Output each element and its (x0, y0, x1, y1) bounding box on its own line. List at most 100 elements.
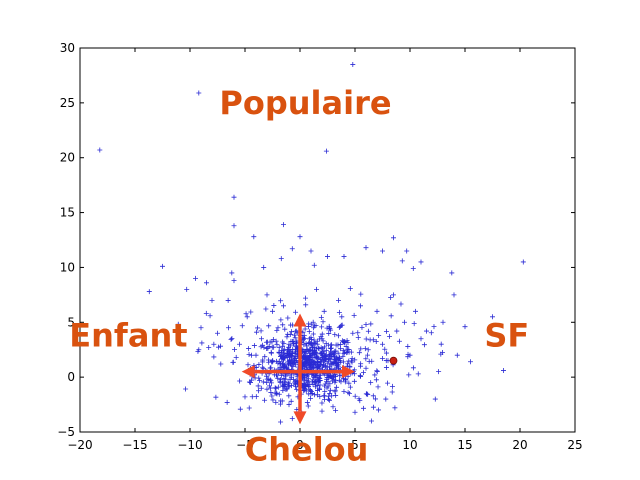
data-point (362, 346, 368, 352)
data-point (327, 326, 333, 332)
data-point (282, 382, 288, 388)
data-point (370, 393, 376, 399)
highlight-layer (389, 356, 398, 365)
x-tick-label: −20 (67, 438, 92, 452)
data-point (383, 358, 389, 364)
data-point (324, 379, 330, 385)
data-point (246, 405, 252, 411)
data-point (233, 354, 239, 360)
data-point (289, 416, 295, 422)
data-point (270, 308, 275, 314)
data-point (257, 377, 263, 383)
x-tick-label: 25 (567, 438, 582, 452)
data-point (341, 350, 347, 356)
data-point (438, 341, 444, 347)
data-point (304, 347, 310, 353)
y-tick-label: −5 (57, 425, 75, 439)
data-point (323, 348, 329, 354)
data-point (270, 358, 276, 364)
data-point (199, 340, 205, 346)
data-point (264, 386, 270, 392)
data-point (347, 363, 353, 369)
data-point (267, 339, 273, 345)
data-point (326, 330, 332, 336)
data-point (228, 336, 234, 342)
data-point (319, 331, 325, 337)
data-point (289, 329, 295, 335)
data-point (160, 263, 165, 269)
data-point (285, 315, 291, 321)
y-tick-label: 5 (67, 315, 75, 329)
data-point (274, 327, 280, 333)
data-point (255, 325, 261, 331)
data-point (334, 384, 340, 390)
data-point (313, 384, 319, 390)
data-point (292, 359, 298, 365)
data-point (211, 341, 217, 347)
data-point (262, 354, 268, 360)
data-point (302, 387, 308, 393)
data-point (328, 345, 334, 351)
data-point (314, 286, 319, 292)
data-point (490, 314, 495, 320)
data-point (349, 355, 355, 361)
data-point (310, 377, 316, 383)
data-point (288, 343, 294, 349)
data-point (365, 328, 371, 334)
data-point (363, 245, 369, 251)
data-point (248, 309, 254, 315)
annotation-label: SF (484, 316, 529, 354)
data-point (245, 362, 251, 368)
data-point (302, 326, 308, 332)
data-point (264, 373, 270, 379)
data-point (302, 360, 308, 366)
data-point (373, 338, 379, 344)
data-point (404, 248, 410, 254)
data-point (332, 389, 338, 395)
data-point (97, 147, 103, 153)
data-point (330, 404, 336, 410)
data-point (251, 234, 257, 240)
data-point (307, 359, 313, 365)
data-point (405, 343, 411, 349)
data-point (302, 357, 308, 363)
data-point (289, 355, 295, 361)
data-point (310, 363, 316, 369)
data-point (226, 325, 231, 331)
data-point (355, 335, 361, 341)
data-point (278, 298, 284, 304)
arrow-left-head (241, 365, 255, 379)
data-point (272, 385, 278, 391)
data-point (303, 302, 309, 308)
y-tick-label: 15 (60, 206, 75, 220)
data-point (358, 346, 364, 352)
data-point (284, 386, 290, 392)
data-point (196, 90, 202, 96)
data-point (270, 337, 276, 343)
data-point (363, 321, 369, 327)
data-point (309, 341, 315, 347)
data-point (293, 378, 299, 384)
data-point (244, 314, 250, 320)
data-point (193, 275, 198, 281)
data-point (341, 253, 347, 259)
data-point (246, 351, 252, 357)
data-point (451, 292, 457, 298)
data-point (203, 310, 209, 316)
data-point (260, 357, 266, 363)
data-point (268, 389, 274, 395)
data-point (468, 359, 473, 365)
annotations: Populaire Enfant SF Chelou (69, 84, 529, 469)
data-point (360, 370, 366, 376)
data-point (337, 341, 343, 347)
data-point (374, 308, 380, 314)
y-tick-label: 30 (60, 41, 75, 55)
data-point (307, 387, 313, 393)
data-point (237, 378, 243, 384)
data-point (303, 295, 308, 301)
data-point (320, 319, 326, 325)
data-point (350, 61, 356, 67)
data-point (303, 341, 309, 347)
data-point (326, 397, 332, 403)
data-point (218, 343, 224, 349)
